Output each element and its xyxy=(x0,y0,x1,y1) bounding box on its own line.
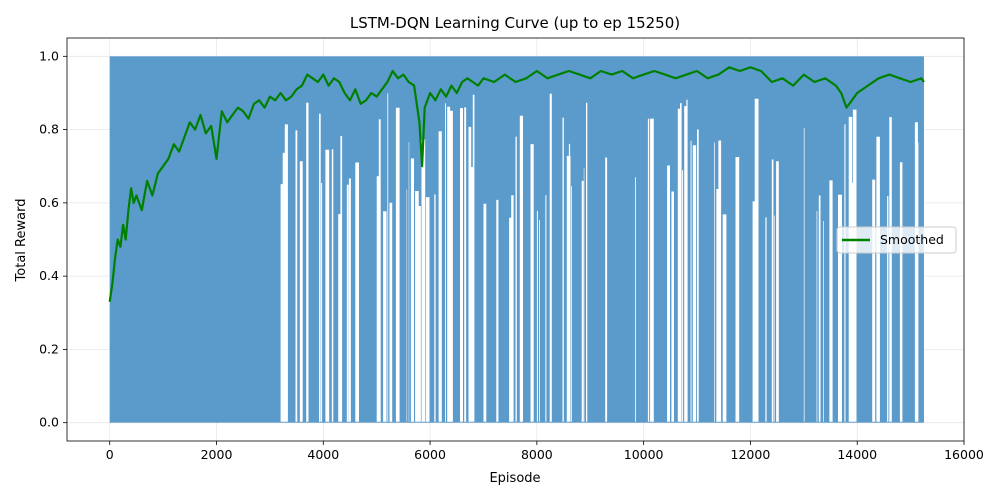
x-tick-label: 10000 xyxy=(624,447,664,462)
y-tick-label: 0.4 xyxy=(39,268,59,283)
x-axis-ticks: 0 2000 4000 6000 8000 10000 12000 14000 16000 xyxy=(106,441,984,462)
x-axis-label: Episode xyxy=(489,471,540,486)
y-tick-label: 0.0 xyxy=(39,415,59,430)
smoothed-line xyxy=(108,66,925,302)
legend-box xyxy=(836,226,957,254)
y-tick-label: 0.2 xyxy=(39,341,59,356)
raw-reward-gaps xyxy=(280,93,919,422)
y-tick-label: 1.0 xyxy=(39,48,59,63)
legend-label-smoothed: Smoothed xyxy=(880,232,944,247)
raw-reward-series xyxy=(109,56,924,423)
x-tick-label: 0 xyxy=(106,447,114,462)
smoothed-series xyxy=(108,66,925,302)
x-tick-label: 14000 xyxy=(837,447,877,462)
x-tick-label: 2000 xyxy=(201,447,233,462)
x-tick-label: 6000 xyxy=(414,447,446,462)
plot-frame xyxy=(66,37,965,442)
chart-title: LSTM-DQN Learning Curve (up to ep 15250) xyxy=(350,14,680,32)
x-tick-label: 4000 xyxy=(307,447,339,462)
x-tick-label: 8000 xyxy=(521,447,553,462)
raw-reward-band xyxy=(109,56,924,423)
y-tick-label: 0.8 xyxy=(39,122,59,137)
y-axis-label: Total Reward xyxy=(14,199,29,283)
y-tick-label: 0.6 xyxy=(39,195,59,210)
y-axis-ticks: 0.0 0.2 0.4 0.6 0.8 1.0 xyxy=(39,48,67,430)
x-tick-label: 16000 xyxy=(944,447,984,462)
x-tick-label: 12000 xyxy=(731,447,771,462)
legend: Smoothed xyxy=(836,226,957,254)
